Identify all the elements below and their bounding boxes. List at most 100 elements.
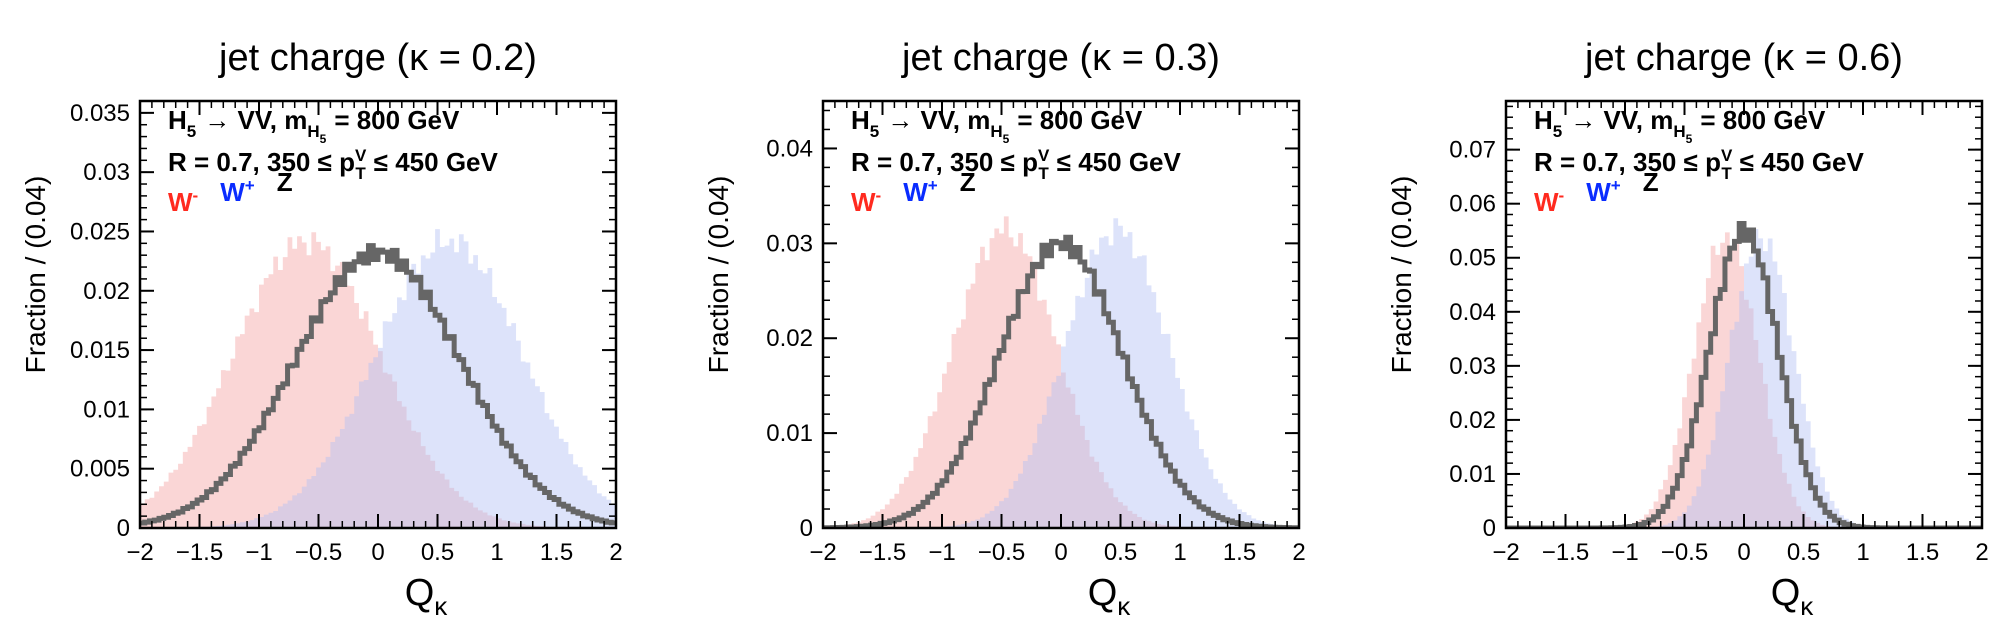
legend-entry-2: Z <box>960 167 976 197</box>
annotation-line-2: R = 0.7, 350 ≤ pV T ≤ 450 GeV <box>1534 146 1864 183</box>
chart-panel-1: −2 −1.5 −1 −0.5 0 0.5 1 1.5 2 0 0.005 0.01 0.015 0.02… <box>20 37 623 621</box>
series-wplus-fill <box>823 218 1299 528</box>
x-tick-label: 0.5 <box>1787 539 1820 566</box>
legend-entry-sup-0: - <box>193 186 199 205</box>
chart-panel-3: −2 −1.5 −1 −0.5 0 0.5 1 1.5 2 0 0.01 0.02 0.03 0.04 0.… <box>1386 37 1989 621</box>
y-tick-label: 0.01 <box>83 396 130 423</box>
legend-entry-sup-0: - <box>876 186 882 205</box>
x-axis-label-base: Q <box>1088 572 1118 614</box>
annotation-decay: → VV, m <box>887 105 990 135</box>
x-tick-label: 1 <box>1173 539 1186 566</box>
x-axis-label: Qκ <box>1088 572 1132 621</box>
series-wplus-fill <box>1506 228 1982 528</box>
y-tick-label: 0.04 <box>766 135 813 162</box>
x-tick-label: 2 <box>609 539 622 566</box>
annotation-h5: H <box>851 105 870 135</box>
y-tick-label: 0.02 <box>1449 407 1496 434</box>
x-axis-label-base: Q <box>405 572 435 614</box>
annotation-m-sub: H <box>1673 122 1685 141</box>
series-z-line <box>140 243 616 526</box>
y-tick-label: 0.01 <box>1449 461 1496 488</box>
y-tick-label: 0.015 <box>70 337 130 364</box>
x-axis-label: Qκ <box>1771 572 1815 621</box>
legend: W- W+ Z <box>851 167 976 217</box>
legend: W- W+ Z <box>168 167 293 217</box>
y-tick-label: 0.06 <box>1449 191 1496 218</box>
legend-entry-2: Z <box>277 167 293 197</box>
y-tick-label: 0.04 <box>1449 299 1496 326</box>
x-tick-label: 2 <box>1975 539 1988 566</box>
chart-title: jet charge (κ = 0.2) <box>218 37 537 79</box>
x-tick-label: −1.5 <box>859 539 906 566</box>
x-tick-label: −1.5 <box>176 539 223 566</box>
y-axis-label: Fraction / (0.04) <box>20 176 51 374</box>
y-tick-label: 0.005 <box>70 456 130 483</box>
annotation-pt-range: ≤ 450 GeV <box>1740 147 1865 177</box>
y-tick-label: 0.03 <box>83 159 130 186</box>
series-z-line <box>823 234 1299 528</box>
annotation-m-sub: H <box>990 122 1002 141</box>
x-tick-label: −2 <box>126 539 153 566</box>
x-tick-label: −1 <box>1611 539 1638 566</box>
annotation-pt-sup: V <box>1721 146 1733 165</box>
y-tick-label: 0.025 <box>70 218 130 245</box>
x-tick-label: 1.5 <box>540 539 573 566</box>
annotation-m-sub: H <box>307 122 319 141</box>
annotation-pt-sub: T <box>1721 164 1732 183</box>
annotation-line-1: H5 → VV, mH5= 800 GeV <box>851 105 1143 146</box>
annotation-line-2: R = 0.7, 350 ≤ pV T ≤ 450 GeV <box>168 146 498 183</box>
annotation-mass: = 800 GeV <box>1017 105 1143 135</box>
legend-entry-0: W <box>168 187 193 217</box>
x-tick-label: 0.5 <box>1104 539 1137 566</box>
y-tick-label: 0 <box>800 515 813 542</box>
x-tick-label: 0 <box>371 539 384 566</box>
annotation-h5: H <box>168 105 187 135</box>
y-axis-label: Fraction / (0.04) <box>1386 176 1417 374</box>
annotation-mass: = 800 GeV <box>1700 105 1826 135</box>
x-tick-label: 0 <box>1054 539 1067 566</box>
annotation-pt-sub: T <box>1038 164 1049 183</box>
y-tick-label: 0.03 <box>1449 353 1496 380</box>
x-tick-label: −2 <box>809 539 836 566</box>
annotation-h5-sub: 5 <box>870 122 879 141</box>
annotation-decay: → VV, m <box>1570 105 1673 135</box>
y-tick-label: 0.01 <box>766 420 813 447</box>
annotation-line-2: R = 0.7, 350 ≤ pV T ≤ 450 GeV <box>851 146 1181 183</box>
legend-entry-sup-0: - <box>1559 186 1565 205</box>
x-tick-label: −1 <box>928 539 955 566</box>
annotation-line-1: H5 → VV, mH5= 800 GeV <box>168 105 460 146</box>
legend-entry-sup-1: + <box>928 176 938 195</box>
x-tick-label: 1.5 <box>1906 539 1939 566</box>
x-axis-label: Qκ <box>405 572 449 621</box>
x-axis-label-base: Q <box>1771 572 1801 614</box>
legend: W- W+ Z <box>1534 167 1659 217</box>
annotation-h5-sub: 5 <box>187 122 196 141</box>
x-tick-label: 0 <box>1737 539 1750 566</box>
x-axis-label-sub: κ <box>434 591 448 621</box>
y-tick-label: 0.03 <box>766 230 813 257</box>
chart-title: jet charge (κ = 0.6) <box>1584 37 1903 79</box>
legend-entry-0: W <box>851 187 876 217</box>
y-tick-label: 0.07 <box>1449 137 1496 164</box>
legend-entry-0: W <box>1534 187 1559 217</box>
legend-entry-sup-1: + <box>245 176 255 195</box>
annotation-pt-sub: T <box>355 164 366 183</box>
series-wminus-fill <box>1506 232 1982 528</box>
x-axis-label-sub: κ <box>1117 591 1131 621</box>
series-wplus-fill <box>140 229 616 528</box>
annotation-pt-sup: V <box>355 146 367 165</box>
annotation-h5-sub: 5 <box>1553 122 1562 141</box>
annotation-pt-range: ≤ 450 GeV <box>374 147 499 177</box>
annotation-h5: H <box>1534 105 1553 135</box>
y-tick-label: 0.02 <box>83 278 130 305</box>
x-tick-label: −2 <box>1492 539 1519 566</box>
chart-panel-2: −2 −1.5 −1 −0.5 0 0.5 1 1.5 2 0 0.01 0.02 0.03 0.04 je… <box>703 37 1306 621</box>
legend-entry-1: W <box>903 177 928 207</box>
annotation-pt-sup: V <box>1038 146 1050 165</box>
legend-entry-2: Z <box>1643 167 1659 197</box>
chart-title: jet charge (κ = 0.3) <box>901 37 1220 79</box>
annotation-cuts: R = 0.7, 350 ≤ p <box>851 147 1038 177</box>
x-tick-label: 1.5 <box>1223 539 1256 566</box>
annotation-cuts: R = 0.7, 350 ≤ p <box>168 147 355 177</box>
x-tick-label: 0.5 <box>421 539 454 566</box>
